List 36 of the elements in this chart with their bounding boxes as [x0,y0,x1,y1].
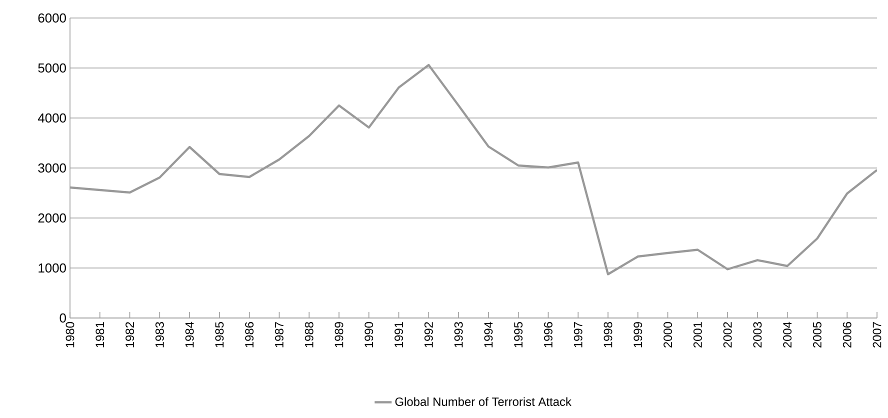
x-tick-label: 1980 [66,322,74,348]
x-tick-label: 1989 [334,322,344,348]
x-tick-label: 2001 [693,322,702,348]
x-tick-label: 1994 [484,322,493,348]
x-tick-label: 1985 [215,322,224,348]
x-tick-label: 1984 [185,322,194,348]
x-tick-label: 1988 [304,322,314,348]
y-tick-label: 6000 [38,13,66,23]
y-tick-label: 5000 [38,63,66,73]
x-tick-label: 1990 [364,322,374,348]
x-tick-label: 1986 [245,322,254,348]
x-tick-label: 1983 [155,322,164,348]
x-tick-label: 1993 [454,322,463,348]
x-tick-label: 1998 [604,322,612,348]
x-tick-label: 2006 [842,322,852,348]
x-tick-label: 1997 [574,322,582,348]
x-tick-label: 2002 [723,322,732,348]
x-tick-label: 1981 [96,322,104,348]
x-tick-label: 1987 [274,322,284,348]
x-tick-label: 1999 [634,322,642,348]
x-tick-label: 2007 [872,322,882,348]
x-tick-label: 1996 [544,322,552,348]
y-tick-label: 0 [60,313,66,323]
y-tick-label: 4000 [38,113,66,123]
y-tick-label: 1000 [38,263,66,273]
x-tick-label: 1995 [514,322,523,348]
x-tick-label: 1991 [394,322,404,348]
x-tick-label: 2003 [753,322,762,348]
x-tick-label: 2004 [783,322,792,348]
x-tick-label: 1992 [424,322,433,348]
y-tick-label: 2000 [38,213,66,223]
x-tick-label: 2000 [664,322,672,348]
y-tick-label: 3000 [38,163,66,173]
x-tick-label: 2005 [813,322,822,348]
x-tick-label: 1982 [126,322,134,348]
legend-label: Global Number of Terrorist Attack [395,397,572,406]
